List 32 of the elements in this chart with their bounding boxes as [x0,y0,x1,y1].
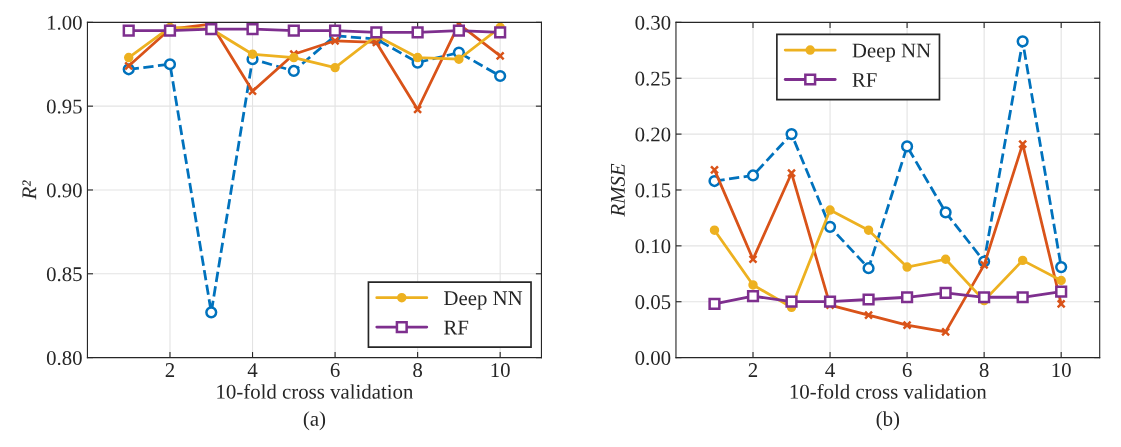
y-tick-label: 0.85 [46,267,82,282]
x-tick-label: 4 [247,363,258,377]
text: (b) [876,411,900,431]
y-tick-label: 0.05 [635,295,671,310]
x-tick-label: 8 [413,363,423,378]
x-tick-label: 6 [330,363,340,378]
y-tick-label: 0.15 [635,183,671,198]
y-tick-label: 0.80 [46,350,82,366]
text: (a) [303,411,326,431]
y-tick-label: 0.95 [46,99,82,114]
y-tick-label: 0.90 [46,183,82,198]
x-tick-label: 10 [1052,363,1071,378]
x-tick-label: 4 [825,363,835,377]
y-axis-title: R² [22,180,37,200]
legend-label: Deep NN [852,43,931,62]
y-tick-label: 0.00 [635,350,671,366]
x-tick-label: 6 [902,363,912,378]
x-axis-title: 10-fold cross validation [790,383,987,399]
x-tick-label: 2 [748,363,758,377]
y-tick-label: 0.30 [635,15,671,30]
y-axis-title: RMSE [610,163,625,217]
x-tick-label: 2 [165,363,175,377]
legend-label: RF [852,73,877,87]
y-tick-label: 0.10 [635,239,671,254]
legend-label: Deep NN [444,291,523,310]
y-tick-label: 0.20 [635,127,671,142]
legend-label: RF [444,320,469,335]
y-tick-label: 0.25 [635,71,671,86]
y-tick-label: 1.00 [47,15,82,30]
x-tick-label: 10 [491,363,510,378]
x-axis-title: 10-fold cross validation [217,383,414,399]
x-tick-label: 8 [979,363,989,378]
